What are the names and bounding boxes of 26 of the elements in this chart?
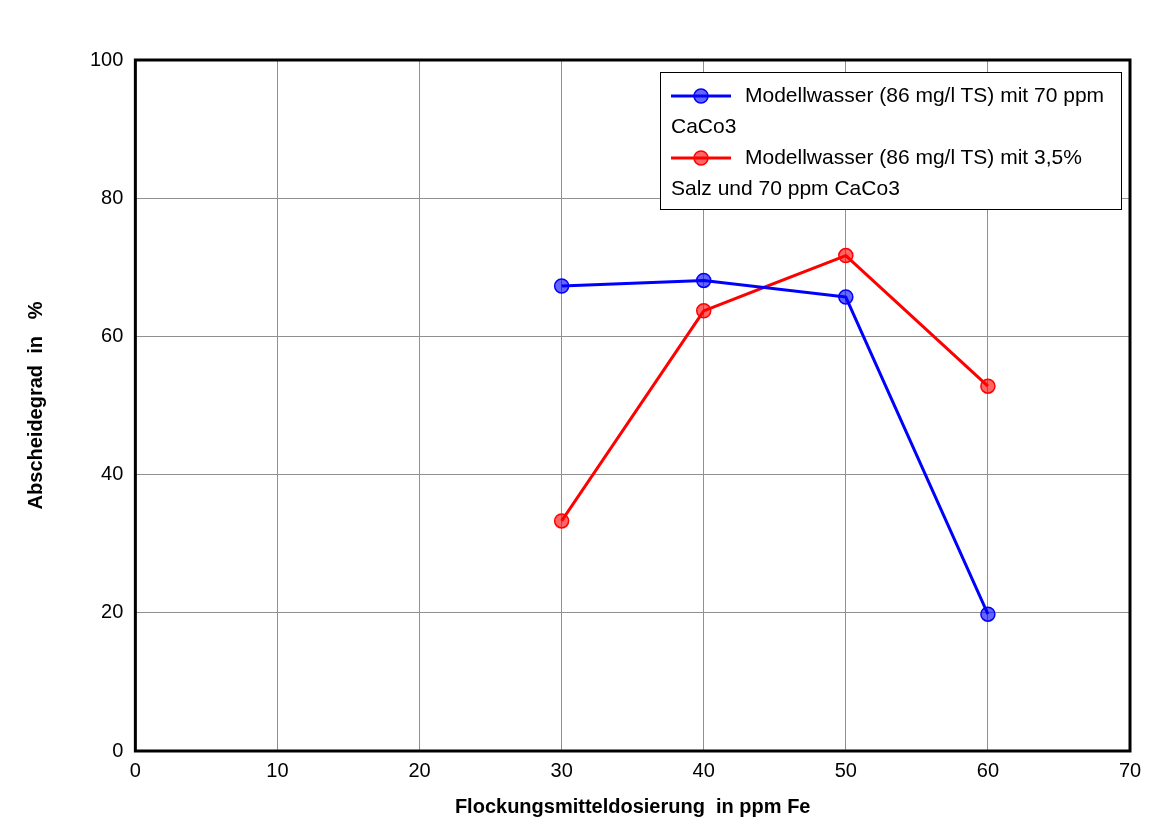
- point: [553, 513, 570, 529]
- point: [553, 278, 570, 294]
- y-tick-label: 100: [89, 47, 124, 70]
- x-tick-label: 0: [129, 758, 141, 781]
- y-axis-title: Abscheidegrad in %: [23, 301, 46, 510]
- legend-label: Modellwasser (86 mg/l TS) mit 3,5% Salz und 70 ppm CaCo3: [671, 145, 1082, 199]
- x-tick-label: 50: [834, 758, 857, 781]
- x-tick-label: 60: [976, 758, 1000, 781]
- legend-label: Modellwasser (86 mg/l TS) mit 70 ppm CaCo3: [671, 83, 1105, 137]
- x-tick-label: 40: [692, 758, 715, 781]
- point: [695, 272, 712, 289]
- x-tick-label: 70: [1118, 758, 1142, 781]
- point: [980, 378, 996, 394]
- y-tick-label: 60: [101, 323, 124, 346]
- y-tick-label: 40: [101, 462, 124, 485]
- point: [838, 247, 854, 264]
- point: [838, 289, 854, 305]
- x-tick-label: 30: [550, 758, 573, 781]
- point: [695, 303, 712, 319]
- point: [980, 606, 996, 622]
- x-axis-title: Flockungsmitteldosierung in ppm Fe: [454, 794, 811, 817]
- x-tick-label: 20: [408, 758, 431, 781]
- x-tick-label: 10: [266, 758, 289, 781]
- y-tick-label: 80: [101, 185, 124, 208]
- y-tick-label: 20: [101, 600, 124, 623]
- y-tick-label: 0: [112, 738, 124, 761]
